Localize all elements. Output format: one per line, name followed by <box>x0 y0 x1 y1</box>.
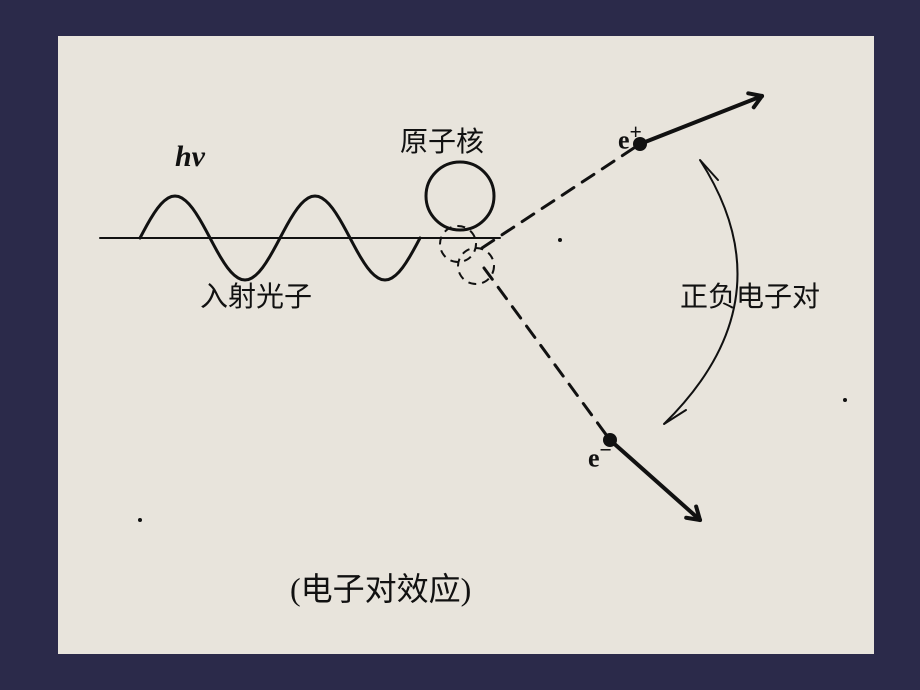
label-electron-positron-pair: 正负电子对 <box>680 275 820 315</box>
label-hv: hv <box>175 140 205 174</box>
label-incident-photon: 入射光子 <box>200 275 312 315</box>
slide-background: hv 原子核 入射光子 e+ e− 正负电子对 (电子对效应) <box>0 0 920 690</box>
caption: (电子对效应) <box>290 564 471 610</box>
label-nucleus: 原子核 <box>400 120 484 160</box>
label-e-plus: e+ <box>618 120 642 156</box>
label-e-minus: e− <box>588 438 612 474</box>
